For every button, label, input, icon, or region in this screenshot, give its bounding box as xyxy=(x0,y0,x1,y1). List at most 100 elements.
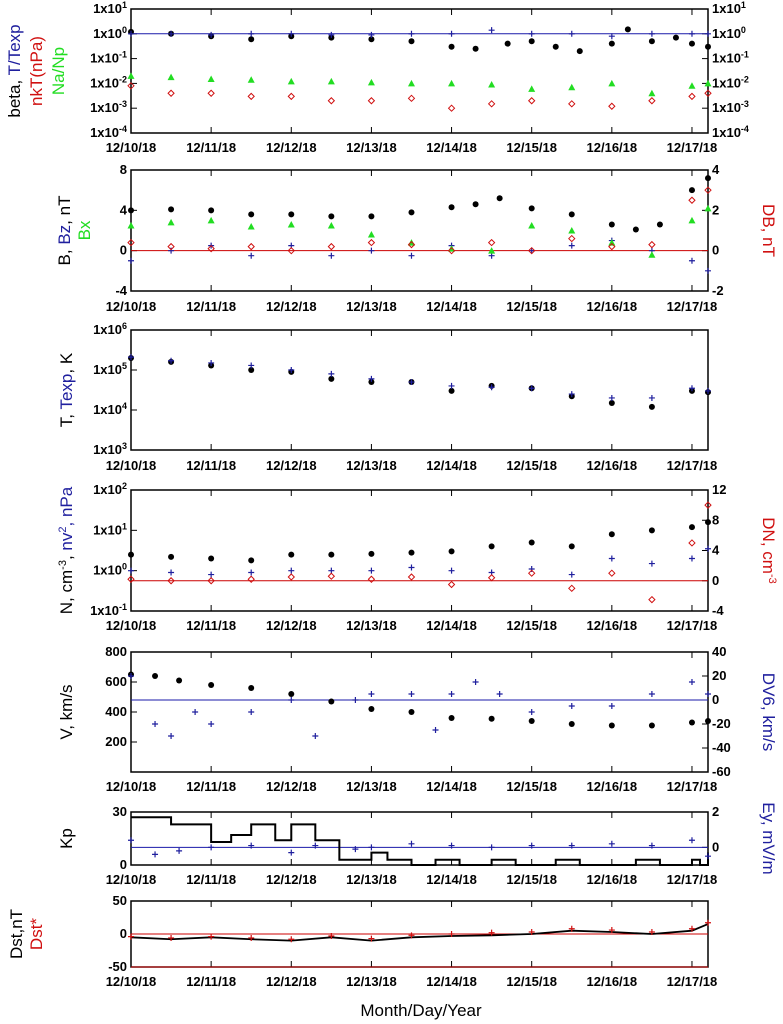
data-point xyxy=(167,218,175,226)
data-point xyxy=(247,575,255,583)
data-point xyxy=(247,222,255,230)
y2-tick-label: -2 xyxy=(712,283,724,298)
x-tick-label: 12/10/18 xyxy=(106,140,157,155)
data-point xyxy=(648,251,656,258)
data-point xyxy=(168,357,175,364)
data-point xyxy=(168,206,175,213)
data-point xyxy=(407,573,416,581)
data-point xyxy=(528,929,535,936)
y2-tick-label: 0 xyxy=(712,573,719,588)
y-tick-label: 1x105 xyxy=(93,361,127,377)
y-tick-label: -50 xyxy=(108,959,127,974)
data-point xyxy=(328,252,335,259)
y-tick-label: 1x10-1 xyxy=(90,50,127,66)
data-point xyxy=(705,691,711,697)
series-blue xyxy=(128,354,711,401)
data-point xyxy=(648,38,655,45)
data-point xyxy=(656,221,663,228)
data-point xyxy=(208,933,215,940)
data-point xyxy=(408,932,415,939)
data-point xyxy=(488,929,495,936)
data-point xyxy=(408,691,415,697)
x-tick-label: 12/12/18 xyxy=(266,779,317,794)
data-point xyxy=(176,847,183,854)
y-axis-label-part: T, xyxy=(57,410,76,428)
data-point xyxy=(208,555,215,562)
x-tick-label: 12/10/18 xyxy=(106,872,157,887)
data-point xyxy=(368,213,375,220)
series-black xyxy=(131,816,709,866)
x-tick-label: 12/11/18 xyxy=(186,458,236,473)
y-axis-label-part: N, cm xyxy=(57,570,76,614)
y2-tick-label: 1x10-1 xyxy=(712,50,749,66)
data-point xyxy=(207,89,215,97)
data-point xyxy=(128,551,134,558)
data-point xyxy=(568,211,575,218)
data-point xyxy=(127,72,135,79)
x-tick-label: 12/16/18 xyxy=(587,458,638,473)
data-point xyxy=(368,36,375,43)
data-point xyxy=(487,100,496,108)
data-point xyxy=(408,30,415,37)
y2-tick-label: 1x10-3 xyxy=(712,99,749,115)
x-tick-label: 12/13/18 xyxy=(346,618,397,633)
y-axis-label-part: Kp xyxy=(57,828,76,849)
x-tick-label: 12/14/18 xyxy=(426,458,477,473)
y2-tick-label: 1x10-4 xyxy=(712,124,749,140)
data-point xyxy=(552,43,559,50)
panel-beta: 12/10/18 12/11/18 12/12/18 12/13/18 12/14/18… xyxy=(5,0,749,155)
data-point xyxy=(608,102,616,110)
y2-tick-label: -20 xyxy=(712,716,731,731)
data-point xyxy=(528,221,536,229)
y-tick-label: 1x101 xyxy=(93,0,127,16)
data-point xyxy=(247,76,255,83)
data-point xyxy=(688,524,695,531)
data-point xyxy=(487,574,496,582)
data-point xyxy=(448,548,455,555)
x-tick-label: 12/15/18 xyxy=(506,458,557,473)
data-point xyxy=(608,394,615,401)
data-point xyxy=(568,391,575,398)
data-point xyxy=(688,82,696,89)
data-point xyxy=(705,718,711,724)
data-point xyxy=(248,569,255,576)
data-point xyxy=(176,677,183,684)
data-point xyxy=(288,367,295,373)
data-point xyxy=(688,30,695,37)
data-point xyxy=(648,394,655,401)
data-point xyxy=(128,30,134,37)
data-point xyxy=(248,252,255,259)
data-point xyxy=(448,842,455,849)
data-point xyxy=(367,97,376,105)
data-point xyxy=(527,97,536,105)
y-axis-label-part: -3 xyxy=(57,560,69,570)
y-axis-label-part: Dst* xyxy=(27,918,46,951)
data-point xyxy=(288,551,295,558)
series-line xyxy=(131,816,709,866)
data-point xyxy=(528,38,535,45)
series-blue xyxy=(128,837,711,860)
data-point xyxy=(688,92,696,101)
data-point xyxy=(208,359,215,366)
data-point xyxy=(688,196,696,204)
data-point xyxy=(128,837,134,844)
data-point xyxy=(368,247,375,254)
data-point xyxy=(705,545,711,552)
y2-tick-label: 1x100 xyxy=(712,25,746,41)
data-point xyxy=(352,846,359,853)
data-point xyxy=(128,933,134,940)
x-tick-label: 12/13/18 xyxy=(346,140,397,155)
data-point xyxy=(648,403,655,410)
data-point xyxy=(367,575,376,583)
data-point xyxy=(328,213,335,220)
data-point xyxy=(705,43,711,50)
data-point xyxy=(472,201,479,208)
x-tick-label: 12/17/18 xyxy=(667,299,718,314)
data-point xyxy=(704,79,712,87)
data-point xyxy=(408,549,415,556)
data-point xyxy=(448,43,455,50)
data-point xyxy=(528,565,535,572)
data-point xyxy=(448,30,455,37)
data-point xyxy=(327,221,335,229)
